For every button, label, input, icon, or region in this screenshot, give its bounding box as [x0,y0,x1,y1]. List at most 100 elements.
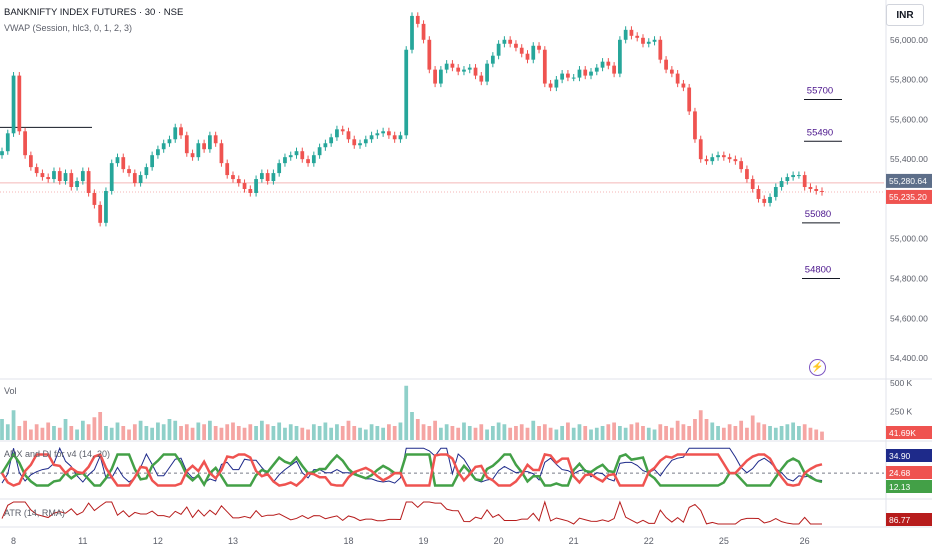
volume-bar [814,429,819,440]
candle-body [502,39,507,44]
candle-body [277,163,282,174]
volume-bar [242,427,247,440]
candle-body [306,159,310,164]
volume-bar [577,424,582,440]
candle-body [456,67,461,72]
candle-body [323,143,328,148]
candle-body [173,127,178,140]
candle-body [86,171,91,193]
atr-value-tag: 86.77 [889,515,911,525]
candle-body [92,192,97,205]
vwap-price-tag-bg [886,173,932,188]
volume-bar [213,426,218,440]
candle-body [288,155,293,158]
atr-legend: ATR (14, RMA) [4,508,65,518]
candle-body [768,196,772,203]
candle-body [248,189,253,193]
candle-body [733,159,738,162]
volume-bar [248,424,253,440]
candle-body [138,175,143,184]
volume-bar [196,422,201,440]
currency-button[interactable]: INR [886,4,924,26]
volume-bar [254,426,258,440]
y-tick-label: 55,000.00 [890,234,928,244]
volume-bar [664,426,668,440]
volume-bar [802,424,807,440]
volume-bar [340,426,345,440]
volume-bar [311,424,316,440]
candle-body [265,173,270,182]
volume-bar [104,426,108,440]
volume-bar [34,424,39,440]
candle-body [716,155,720,158]
candle-body [219,143,224,164]
volume-bar [721,427,726,440]
volume-bar [450,426,455,440]
volume-bar [46,422,51,440]
volume-bar [652,429,657,440]
volume-bar [681,424,686,440]
candle-body [773,187,778,197]
level-label: 54800 [805,265,831,276]
volume-bar [109,427,114,440]
volume-bar [514,426,518,440]
volume-bar [542,424,547,440]
volume-bar [225,424,230,440]
volume-bar [554,429,559,440]
volume-bar [421,424,426,440]
candle-body [641,37,645,44]
x-tick-label: 21 [569,536,579,546]
volume-bar [571,427,576,440]
volume-bar [0,419,4,440]
volume-bar [658,424,663,440]
candle-body [63,173,68,182]
candle-body [693,111,697,140]
candle-body [577,69,582,78]
x-tick-label: 8 [11,536,16,546]
candle-body [392,135,397,140]
di-plus-series-line [0,452,823,488]
candle-body [208,135,212,150]
candle-body [820,190,824,192]
y-tick-label: 56,000.00 [890,35,928,45]
candle-body [410,15,414,50]
candle-body [508,39,513,44]
volume-bar [219,427,224,440]
candle-body [750,179,755,189]
adx-value-tag-bg [886,449,932,462]
atr-series-line [1,500,822,525]
x-tick-label: 26 [800,536,810,546]
lightning-icon[interactable]: ⚡ [809,359,826,376]
volume-bar [612,422,616,440]
volume-bar [618,426,622,440]
volume-bar [283,427,287,440]
level-label: 55080 [805,209,831,220]
candle-body [335,129,339,138]
candle-body [28,155,33,168]
volume-bar [115,422,120,440]
candle-body [745,169,749,180]
x-tick-label: 18 [343,536,353,546]
volume-bar [623,427,628,440]
volume-bar [202,424,206,440]
candle-body [179,127,183,136]
candle-body [664,59,668,70]
y-tick-label: 54,800.00 [890,274,928,284]
candle-body [623,29,628,40]
volume-bar [75,429,79,440]
volume-bar [797,426,801,440]
volume-bar [762,424,767,440]
volume-bar [208,420,212,440]
candle-body [317,147,322,156]
volume-bar [508,427,513,440]
candle-body [560,73,565,80]
volume-bar [190,427,195,440]
volume-bar [277,422,282,440]
candle-body [704,159,709,162]
volume-bar [323,422,328,440]
x-tick-label: 13 [228,536,238,546]
candle-body [548,83,553,88]
volume-bar [496,422,501,440]
